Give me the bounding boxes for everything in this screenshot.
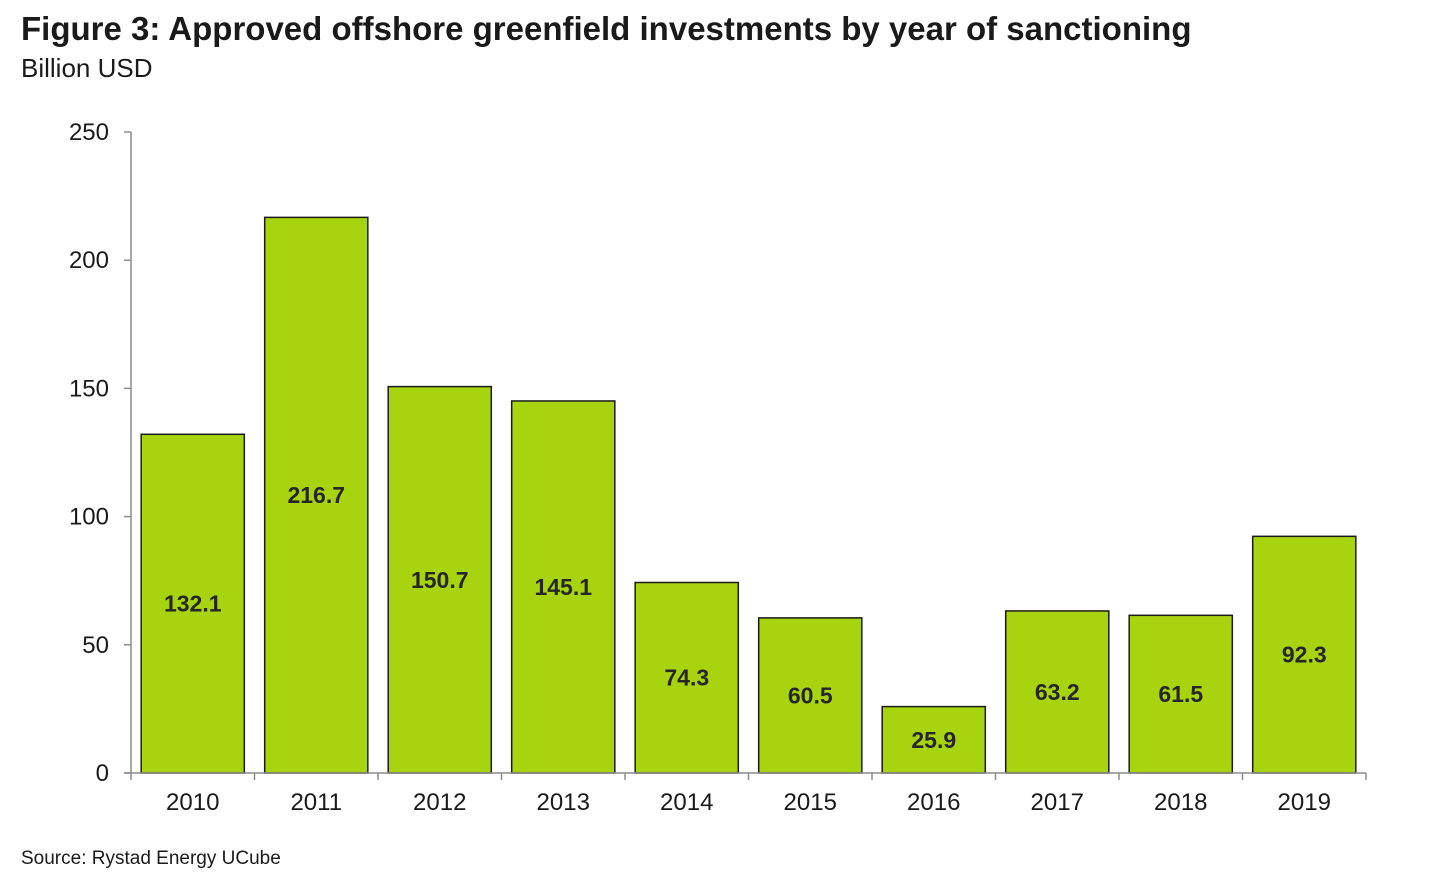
x-tick-label-2016: 2016 [907, 789, 960, 816]
x-tick-label-2013: 2013 [537, 789, 590, 816]
x-tick-label-2011: 2011 [290, 789, 342, 816]
y-tick-label-0: 0 [96, 760, 109, 787]
x-tick-label-2019: 2019 [1278, 789, 1331, 816]
data-label-2018: 61.5 [1158, 681, 1203, 707]
source-note: Source: Rystad Energy UCube [21, 848, 281, 869]
x-tick-label-2017: 2017 [1031, 789, 1084, 816]
data-label-2011: 216.7 [287, 482, 345, 508]
data-labels: 132.1 216.7 150.7 145.1 74.3 60.5 25.9 63.2 61.5… [164, 482, 1327, 753]
data-label-2019: 92.3 [1282, 642, 1327, 668]
bars-layer [140, 216, 1357, 774]
bar-2015 [757, 617, 863, 774]
bar-2011 [263, 216, 369, 774]
x-tick-label-2012: 2012 [413, 789, 466, 816]
y-tick-label-250: 250 [69, 119, 109, 146]
x-tick-label-2010: 2010 [166, 789, 219, 816]
data-label-2014: 74.3 [664, 665, 709, 691]
bar-2014 [634, 581, 740, 774]
data-label-2012: 150.7 [411, 567, 469, 593]
x-tick-label-2018: 2018 [1154, 789, 1207, 816]
chart-title: Figure 3: Approved offshore greenfield i… [21, 10, 1192, 47]
y-tick-label-150: 150 [69, 375, 109, 402]
data-label-2017: 63.2 [1035, 679, 1080, 705]
bar-2012 [387, 385, 493, 774]
bar-2019 [1251, 535, 1357, 774]
data-label-2016: 25.9 [911, 727, 956, 753]
y-tick-label-200: 200 [69, 247, 109, 274]
data-label-2015: 60.5 [788, 682, 833, 708]
bar-2016 [881, 705, 987, 774]
x-tick-label-2015: 2015 [784, 789, 837, 816]
bar-2017 [1004, 610, 1110, 774]
bar-2013 [510, 400, 616, 774]
y-tick-label-50: 50 [82, 632, 109, 659]
data-label-2010: 132.1 [164, 591, 222, 617]
chart-subtitle: Billion USD [21, 53, 153, 83]
data-label-2013: 145.1 [534, 574, 592, 600]
y-tick-label-100: 100 [69, 504, 109, 531]
x-tick-label-2014: 2014 [660, 789, 713, 816]
axes: 0 50 100 150 200 250 2010 2011 2012 2013 2014 2015 2… [69, 119, 1367, 816]
